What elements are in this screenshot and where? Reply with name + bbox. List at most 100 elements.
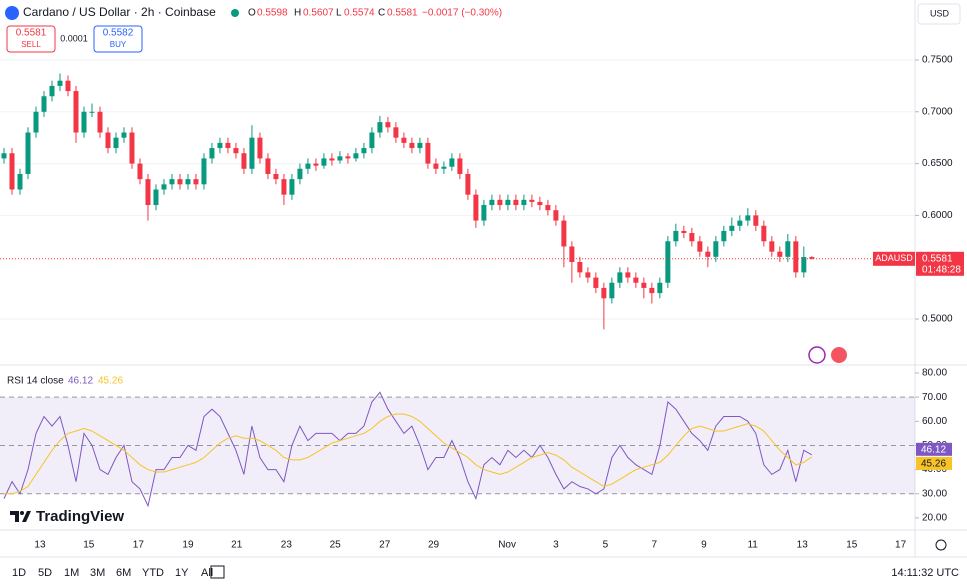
range-button[interactable]: 3M <box>90 567 105 579</box>
sell-button[interactable]: 0.5581 SELL <box>6 25 56 53</box>
candle-body <box>41 96 47 112</box>
countdown-label: 01:48:28 <box>922 264 961 275</box>
candle-body <box>809 257 815 259</box>
candle-body <box>649 287 655 294</box>
x-tick-label: 21 <box>231 540 243 551</box>
candle-body <box>465 173 471 195</box>
tradingview-logo: TradingView <box>10 508 124 525</box>
candle-body <box>49 85 55 97</box>
range-label: 6M <box>116 567 131 579</box>
x-tick-label: 15 <box>846 540 858 551</box>
x-tick-label: 23 <box>281 540 293 551</box>
x-tick-label: 27 <box>379 540 391 551</box>
candle-body <box>313 163 319 166</box>
candle-body <box>513 199 519 206</box>
range-button[interactable]: 1D <box>12 567 26 579</box>
range-button[interactable]: 1M <box>64 567 79 579</box>
value-tag-label: 46.12 <box>921 444 946 455</box>
value-tag <box>916 442 952 456</box>
rsi-line <box>4 413 813 495</box>
currency-box <box>917 3 961 25</box>
logo-text: TradingView <box>36 508 124 525</box>
candle-body <box>249 137 255 169</box>
candle-body <box>121 132 127 138</box>
logo-dot <box>20 511 24 515</box>
candle-body <box>329 158 335 161</box>
candle-body <box>353 153 359 159</box>
candle-body <box>601 287 607 299</box>
rsi-line <box>3 391 813 508</box>
settings-icon <box>935 539 947 551</box>
candle-body <box>345 156 351 159</box>
candle-body <box>209 148 215 159</box>
candle-body <box>409 142 415 149</box>
candle-body <box>193 179 199 185</box>
x-tick-label: 19 <box>182 540 194 551</box>
range-button[interactable]: All <box>201 567 213 579</box>
x-tick-label: 7 <box>651 540 657 551</box>
candle-body <box>145 179 151 206</box>
candle-body <box>25 132 31 174</box>
change: −0.0017 (−0.30%) <box>422 8 502 19</box>
candle-body <box>457 158 463 174</box>
candle-body <box>257 137 263 159</box>
symbol-title: Cardano / US Dollar · 2h · Coinbase <box>23 5 216 19</box>
candle-body <box>401 137 407 143</box>
x-tick-label: 17 <box>133 540 145 551</box>
candle-body <box>201 158 207 185</box>
y-tick-label: 0.6000 <box>922 210 953 221</box>
candle-body <box>697 241 703 252</box>
y-tick-label: 0.6500 <box>922 158 953 169</box>
l-label: L <box>336 8 342 19</box>
candle-body <box>489 199 495 206</box>
x-tick-label: 13 <box>797 540 809 551</box>
range-button[interactable]: YTD <box>142 567 164 579</box>
candle-body <box>385 122 391 128</box>
sell-box <box>6 25 56 53</box>
range-label: 3M <box>90 567 105 579</box>
range-button[interactable]: 5D <box>38 567 52 579</box>
candle-body <box>441 166 447 169</box>
symbol-tag-label: ADAUSD <box>875 253 913 263</box>
candle-body <box>321 158 327 166</box>
buy-button[interactable]: 0.5582 BUY <box>93 25 143 53</box>
candle-body <box>97 111 103 133</box>
y-tick-label: 0.5000 <box>922 314 953 325</box>
last-price-tag <box>916 251 964 276</box>
candle-body <box>481 205 487 221</box>
range-label: 1Y <box>175 567 189 579</box>
candle-body <box>585 272 591 278</box>
candle-body <box>721 230 727 242</box>
candle-body <box>369 132 375 149</box>
h-label: H <box>294 8 301 19</box>
value-tag <box>916 456 952 470</box>
candle-body <box>473 194 479 221</box>
candle-body <box>241 153 247 169</box>
candle-body <box>665 241 671 283</box>
market-status <box>231 9 239 17</box>
c-value: 0.5581 <box>387 8 418 19</box>
candle-body <box>177 179 183 185</box>
range-button[interactable]: 6M <box>116 567 131 579</box>
flag-icon <box>831 347 847 363</box>
candle-body <box>617 272 623 283</box>
y-tick-label: 70.00 <box>922 392 947 403</box>
range-button[interactable]: 1Y <box>175 567 189 579</box>
candle-body <box>521 199 527 206</box>
range-label: 1M <box>64 567 79 579</box>
candle-body <box>289 179 295 195</box>
clock: 14:11:32 UTC <box>891 567 959 579</box>
candle-body <box>537 201 543 206</box>
candle-body <box>33 111 39 133</box>
candle-body <box>593 277 599 288</box>
currency-button[interactable]: USD <box>917 3 961 25</box>
h-value: 0.5607 <box>303 8 334 19</box>
candle-body <box>529 199 535 202</box>
candle-body <box>185 179 191 185</box>
legend-value: 45.26 <box>98 376 123 387</box>
candle-body <box>305 163 311 169</box>
x-tick-label: 11 <box>747 540 758 551</box>
candle-body <box>73 91 79 133</box>
sell-price: 0.5581 <box>16 28 47 39</box>
